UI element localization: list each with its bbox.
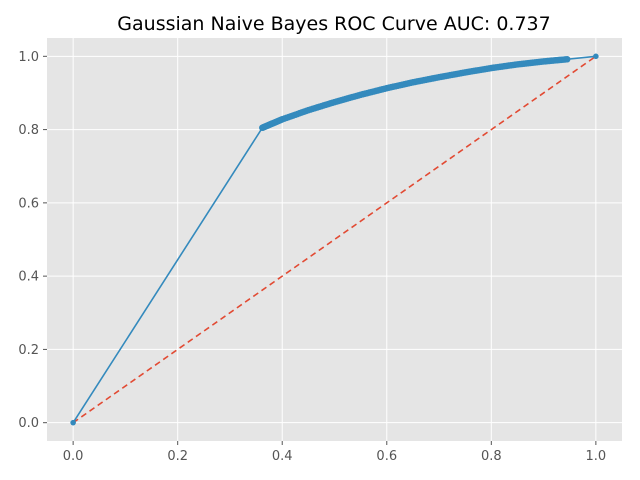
y-tick-label: 0.2 bbox=[18, 343, 39, 358]
y-tick-label: 1.0 bbox=[18, 50, 39, 65]
roc-point bbox=[563, 55, 571, 63]
tick-labels: 0.0 0.2 0.4 0.6 0.8 1.0 0.0 0.2 0.4 0.6 0.8 1.0 bbox=[18, 50, 606, 464]
x-tick-label: 0.2 bbox=[167, 449, 188, 464]
x-tick-label: 0.6 bbox=[376, 449, 397, 464]
series-layer bbox=[70, 53, 599, 426]
x-tick-label: 0.4 bbox=[272, 449, 293, 464]
chart-title: Gaussian Naive Bayes ROC Curve AUC: 0.73… bbox=[117, 13, 550, 35]
roc-point bbox=[70, 419, 76, 426]
y-tick-label: 0.0 bbox=[18, 416, 39, 431]
y-tick-label: 0.4 bbox=[18, 270, 39, 285]
y-tick-label: 0.6 bbox=[18, 196, 39, 211]
y-tick-label: 0.8 bbox=[18, 123, 39, 138]
grid-lines bbox=[47, 38, 622, 441]
chance-diagonal-line bbox=[72, 55, 597, 424]
x-tick-label: 0.0 bbox=[63, 449, 84, 464]
x-tick-label: 1.0 bbox=[586, 449, 607, 464]
roc-point bbox=[593, 53, 599, 60]
x-tick-label: 0.8 bbox=[481, 449, 502, 464]
